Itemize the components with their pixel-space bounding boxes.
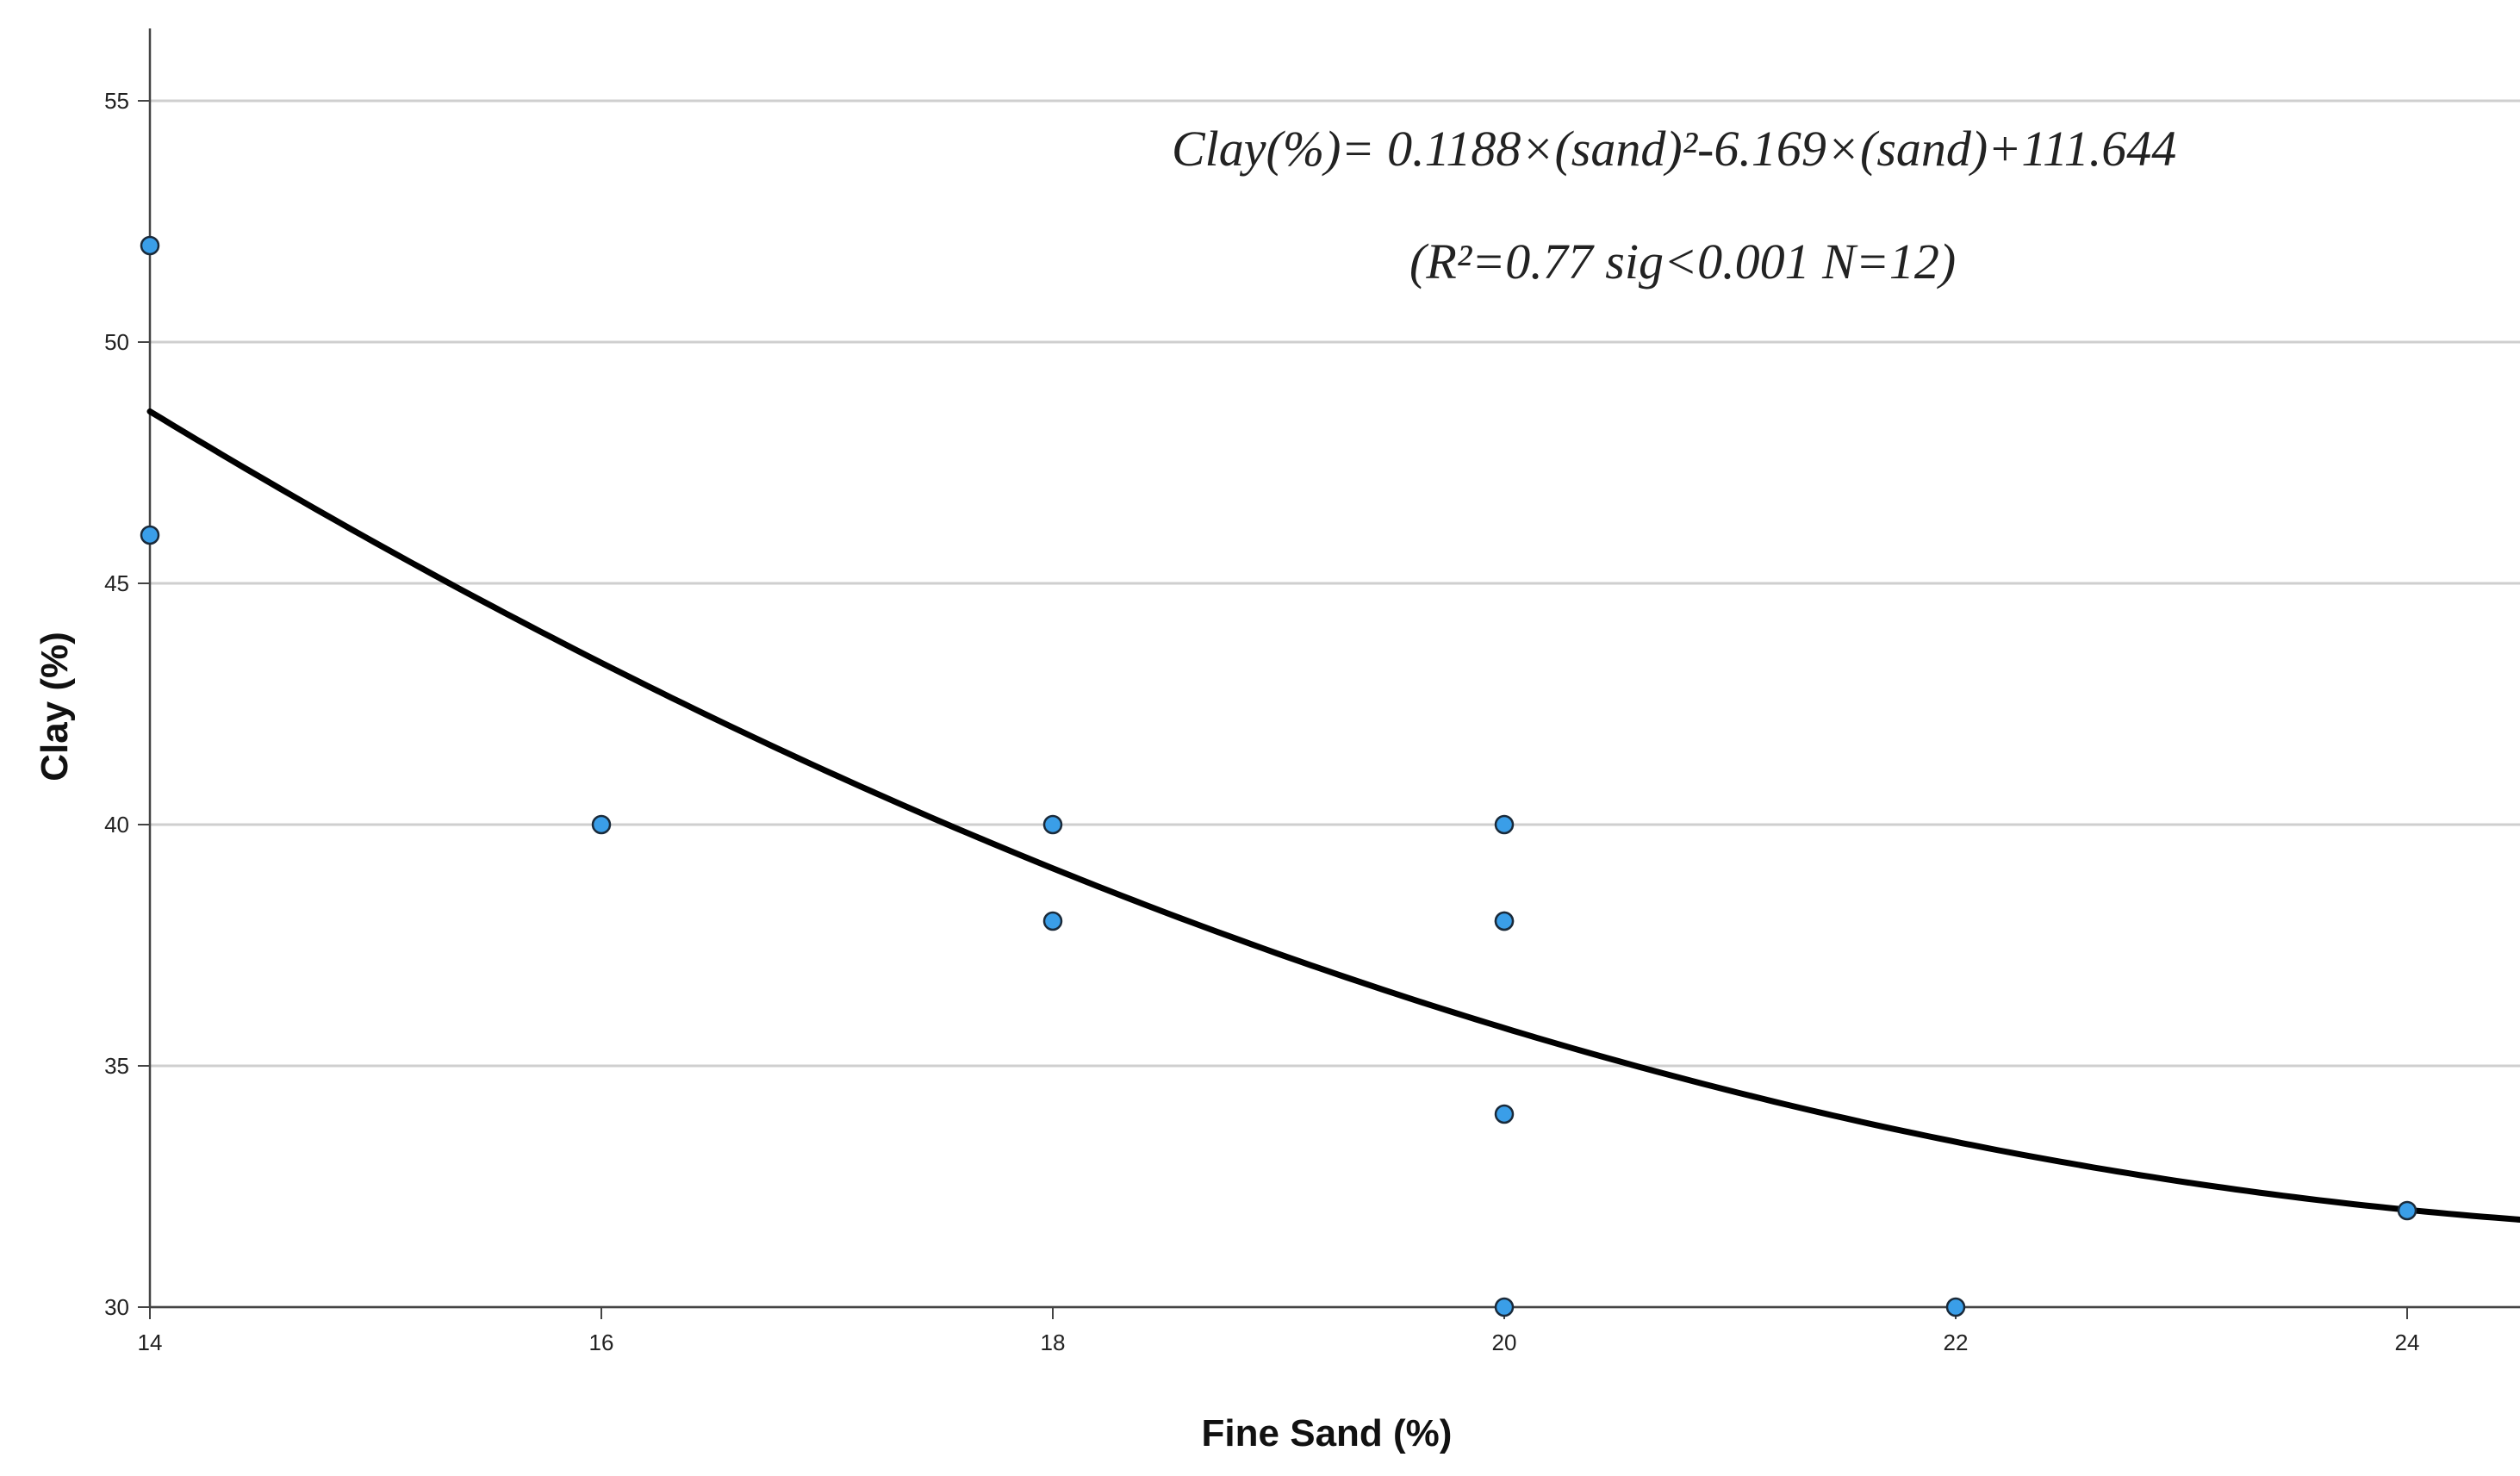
data-point-12 <box>2397 1200 2417 1221</box>
data-point-4 <box>1042 814 1063 835</box>
data-point-10 <box>1494 1297 1515 1317</box>
data-point-1 <box>140 235 160 256</box>
data-point-3 <box>591 814 612 835</box>
data-point-8 <box>1494 911 1515 931</box>
y-tick-label-35: 35 <box>104 1053 129 1079</box>
x-tick-label-24: 24 <box>2395 1330 2420 1355</box>
data-point-6 <box>1494 814 1515 835</box>
y-axis-title: Clay (%) <box>34 632 76 782</box>
y-tick-label-55: 55 <box>104 88 129 114</box>
y-tick-labels: 30 35 40 45 50 55 <box>104 88 129 1320</box>
x-tick-label-18: 18 <box>1041 1330 1066 1355</box>
data-point-2 <box>140 525 160 545</box>
data-points <box>140 235 2417 1317</box>
x-axis-title: Fine Sand (%) <box>1202 1412 1453 1454</box>
x-tick-label-20: 20 <box>1492 1330 1517 1355</box>
y-tick-label-30: 30 <box>104 1294 129 1320</box>
y-tick-label-40: 40 <box>104 812 129 838</box>
data-point-11 <box>1945 1297 1966 1317</box>
x-tick-label-22: 22 <box>1944 1330 1969 1355</box>
y-tick-label-45: 45 <box>104 570 129 596</box>
statistics-annotation: (R²=0.77 sig<0.001 N=12) <box>1409 234 1956 290</box>
x-tick-labels: 14 16 18 20 22 24 <box>138 1330 2420 1355</box>
x-tick-label-14: 14 <box>138 1330 163 1355</box>
data-point-5 <box>1042 911 1063 931</box>
y-tick-label-50: 50 <box>104 329 129 355</box>
fit-curve-group <box>146 408 2520 1223</box>
x-tick-label-16: 16 <box>589 1330 614 1355</box>
equation-annotation: Clay(%)= 0.1188×(sand)²-6.169×(sand)+111… <box>1172 121 2176 177</box>
fit-curve <box>146 408 2520 1223</box>
data-point-9 <box>1494 1104 1515 1124</box>
